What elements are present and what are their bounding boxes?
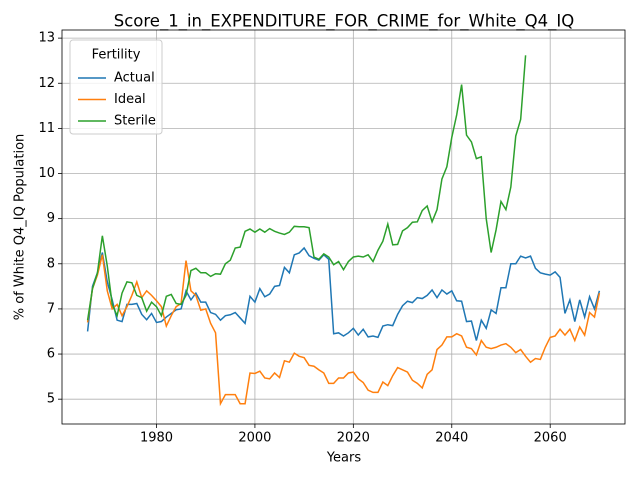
legend-title: Fertility bbox=[92, 48, 141, 63]
y-tick-label: 6 bbox=[47, 347, 55, 362]
y-tick-label: 10 bbox=[38, 166, 55, 181]
y-tick-label: 5 bbox=[47, 392, 55, 407]
x-tick-label: 2060 bbox=[534, 431, 567, 446]
x-axis-label: Years bbox=[326, 451, 362, 466]
line-series bbox=[86, 55, 527, 321]
legend-label: Ideal bbox=[114, 92, 146, 107]
x-tick-label: 1980 bbox=[140, 431, 173, 446]
legend: Fertility Actual Ideal Sterile bbox=[69, 39, 163, 135]
legend-box bbox=[69, 39, 163, 135]
x-tick-label: 2020 bbox=[337, 431, 370, 446]
y-tick-label: 11 bbox=[38, 121, 55, 136]
plot-frame bbox=[61, 29, 626, 425]
x-tick-label: 2000 bbox=[238, 431, 271, 446]
legend-label: Sterile bbox=[114, 114, 156, 129]
x-tick-label: 2040 bbox=[435, 431, 468, 446]
line-series bbox=[86, 246, 601, 341]
chart-title: Score_1_in_EXPENDITURE_FOR_CRIME_for_Whi… bbox=[114, 12, 575, 32]
y-tick-label: 8 bbox=[47, 256, 55, 271]
legend-label: Actual bbox=[114, 71, 155, 86]
y-tick-label: 13 bbox=[38, 31, 55, 46]
line-series bbox=[86, 254, 601, 407]
y-tick-label: 12 bbox=[38, 76, 55, 91]
y-tick-label: 9 bbox=[47, 211, 55, 226]
y-tick-label: 7 bbox=[47, 301, 55, 316]
y-axis-label: % of White Q4_IQ Population bbox=[13, 134, 28, 321]
